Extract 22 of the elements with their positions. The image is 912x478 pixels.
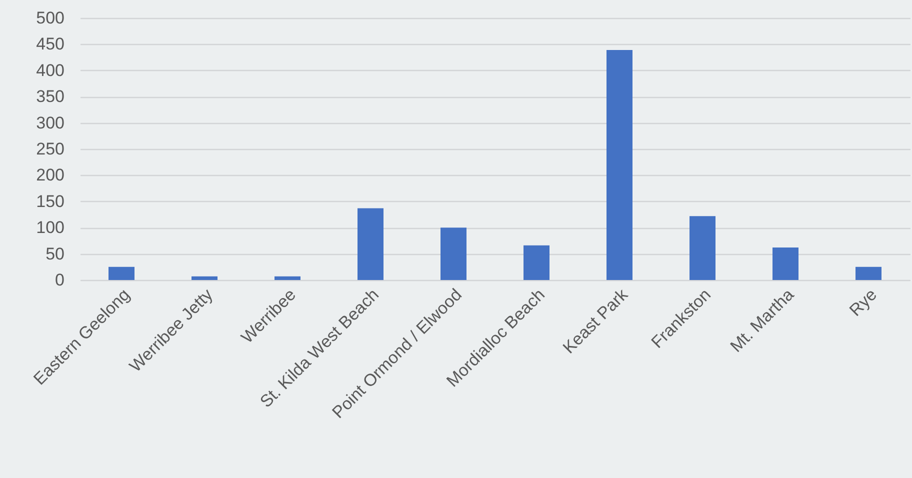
x-tick-label: Rye [846, 285, 881, 320]
bar [690, 216, 716, 280]
y-tick-label: 0 [55, 270, 64, 290]
y-tick-label: 500 [36, 8, 64, 28]
bar [606, 50, 632, 280]
bar [440, 228, 466, 280]
y-tick-label: 450 [36, 34, 64, 54]
bar [108, 266, 134, 280]
y-tick-label: 150 [36, 192, 64, 211]
bar [358, 208, 384, 280]
y-tick-label: 200 [36, 166, 64, 185]
bar [274, 276, 300, 280]
y-tick-label: 350 [36, 87, 64, 106]
y-tick-label: 250 [36, 140, 64, 158]
y-tick-label: 100 [36, 218, 64, 238]
bar [772, 248, 798, 280]
bar [524, 245, 550, 280]
bar [192, 276, 218, 280]
y-tick-label: 400 [36, 60, 64, 80]
y-tick-label: 300 [36, 113, 64, 132]
bar [856, 266, 882, 280]
y-tick-label: 50 [46, 244, 64, 264]
